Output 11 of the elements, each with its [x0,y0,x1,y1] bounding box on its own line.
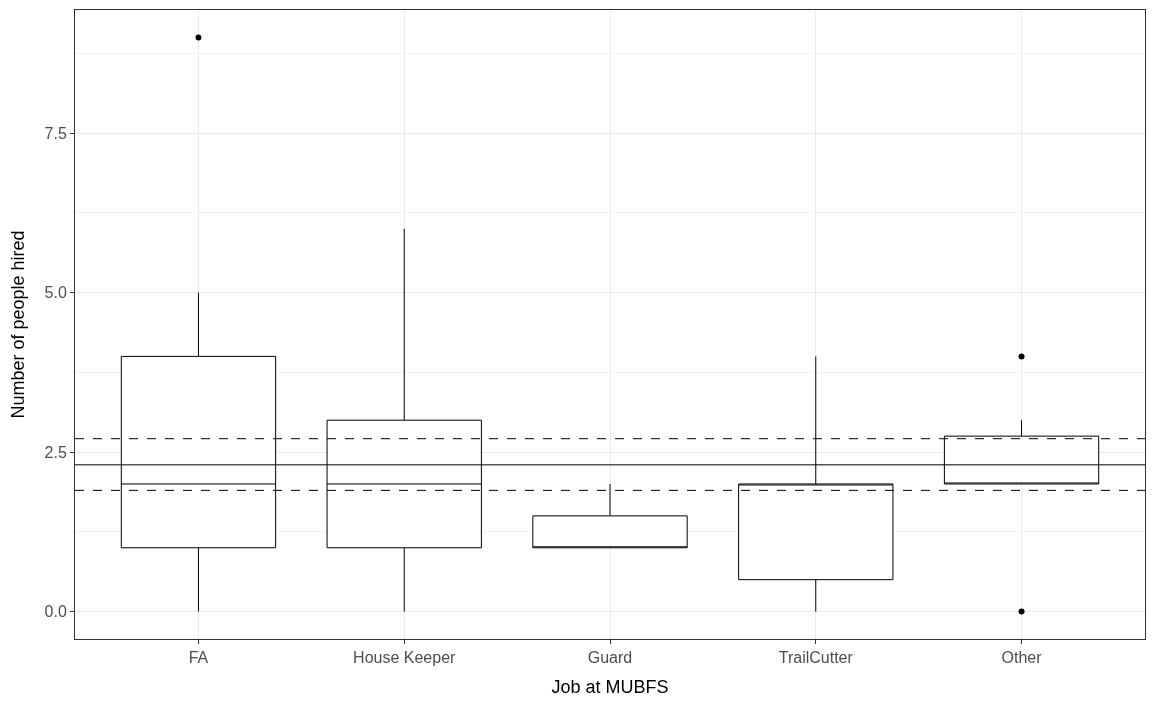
x-axis-title: Job at MUBFS [551,677,669,698]
y-tick-label: 2.5 [44,443,67,461]
x-tick-label: FA [188,649,209,667]
x-tick-label: Other [1001,649,1043,667]
y-tick-label: 7.5 [44,124,67,142]
x-tick-label: Guard [587,649,633,667]
x-tick-label: TrailCutter [778,649,854,667]
y-tick-label: 5.0 [44,284,67,302]
x-tick-label: House Keeper [353,649,457,667]
y-tick-label: 0.0 [44,603,67,621]
y-axis-title: Number of people hired [7,230,28,419]
